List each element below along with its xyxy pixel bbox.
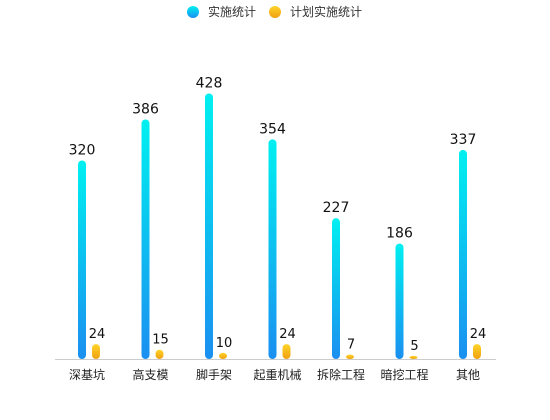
value-label-planned-1: 15 [152, 333, 169, 348]
legend-swatch-planned [269, 6, 281, 18]
bars-layer [78, 93, 481, 359]
bar-actual-2[interactable] [205, 93, 213, 359]
bar-planned-0[interactable] [92, 344, 100, 359]
legend: 实施统计 计划实施统计 [187, 4, 362, 19]
value-label-actual-4: 227 [323, 200, 350, 216]
category-label-0: 深基坑 [69, 367, 105, 382]
value-label-actual-6: 337 [450, 132, 477, 148]
bar-planned-5[interactable] [409, 355, 418, 359]
legend-item-actual[interactable]: 实施统计 [187, 4, 256, 19]
bar-actual-4[interactable] [332, 218, 340, 359]
category-labels-layer: 深基坑 高支模 脚手架 起重机械 拆除工程 暗挖工程 其他 [69, 367, 480, 382]
value-label-actual-5: 186 [386, 226, 413, 242]
bar-planned-3[interactable] [282, 344, 291, 359]
value-label-planned-4: 7 [347, 338, 355, 353]
legend-swatch-actual [187, 6, 199, 18]
value-labels-layer: 320 24 386 15 428 10 354 24 227 7 186 5 337 24 [69, 75, 487, 353]
bar-planned-6[interactable] [473, 344, 481, 359]
bar-actual-0[interactable] [78, 160, 86, 359]
value-label-actual-2: 428 [196, 75, 223, 91]
value-label-planned-3: 24 [279, 327, 296, 342]
bar-actual-6[interactable] [459, 149, 467, 359]
category-label-2: 脚手架 [196, 367, 232, 382]
bar-actual-3[interactable] [268, 139, 277, 359]
category-label-1: 高支模 [132, 367, 168, 382]
value-label-planned-6: 24 [470, 327, 487, 342]
bar-planned-2[interactable] [219, 352, 227, 359]
category-label-6: 其他 [456, 368, 480, 382]
value-label-planned-5: 5 [410, 339, 418, 354]
value-label-actual-0: 320 [69, 142, 96, 158]
value-label-actual-3: 354 [259, 121, 286, 137]
bar-actual-5[interactable] [395, 243, 404, 359]
bar-planned-4[interactable] [346, 354, 354, 359]
category-label-4: 拆除工程 [317, 367, 365, 382]
category-label-3: 起重机械 [253, 367, 301, 382]
bar-actual-1[interactable] [141, 119, 150, 359]
value-label-planned-0: 24 [89, 327, 106, 342]
value-label-planned-2: 10 [216, 336, 233, 351]
value-label-actual-1: 386 [132, 102, 159, 118]
legend-item-planned[interactable]: 计划实施统计 [269, 4, 362, 19]
bar-planned-1[interactable] [155, 349, 164, 359]
legend-label-planned: 计划实施统计 [290, 4, 362, 19]
category-label-5: 暗挖工程 [380, 367, 428, 382]
legend-label-actual: 实施统计 [208, 4, 256, 19]
